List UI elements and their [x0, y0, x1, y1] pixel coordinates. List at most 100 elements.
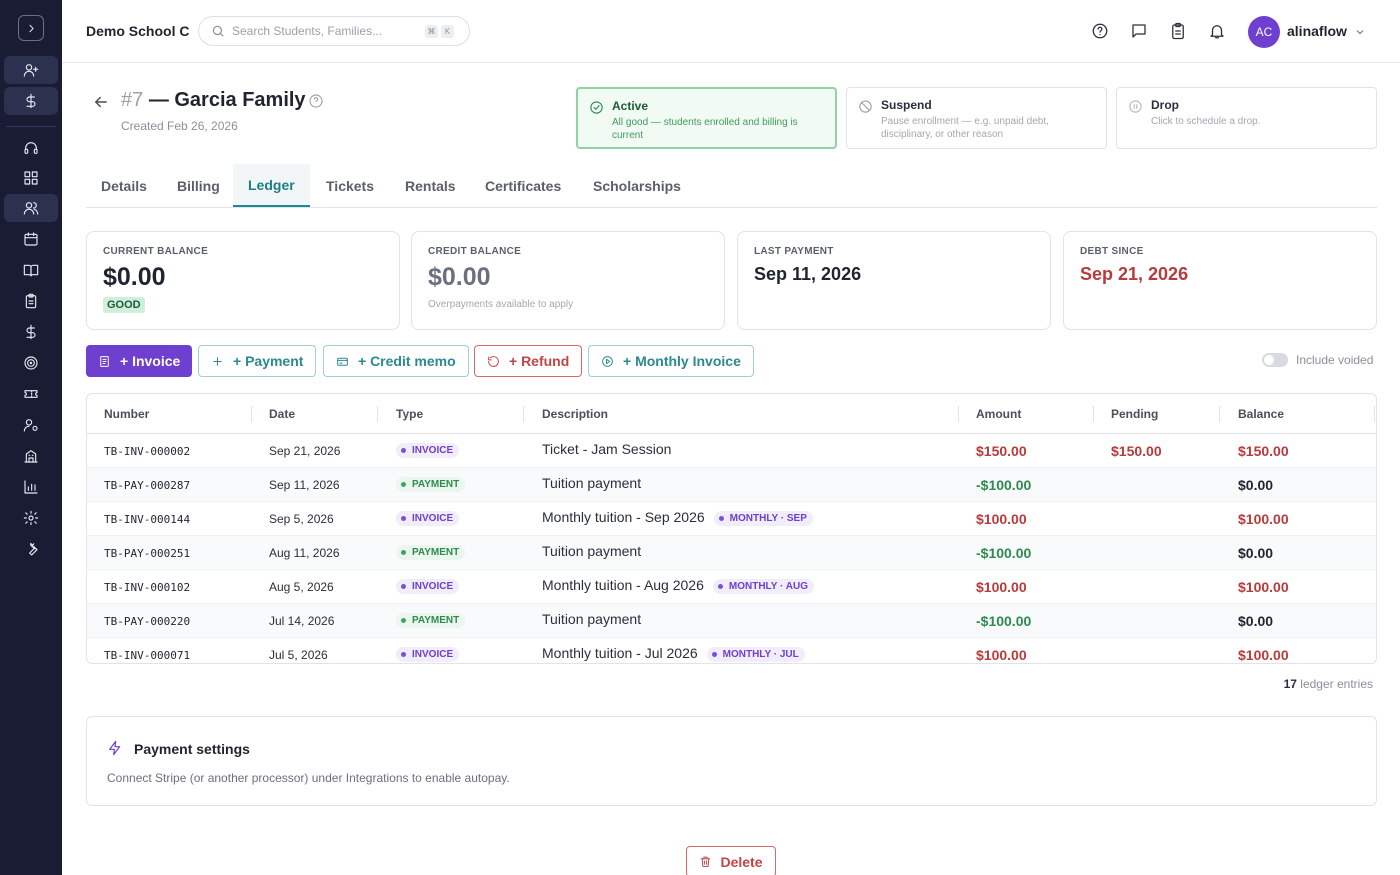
toggle-switch[interactable] [1262, 353, 1288, 367]
tab-billing[interactable]: Billing [177, 177, 220, 194]
status-option-active[interactable]: Active All good — students enrolled and … [576, 87, 837, 149]
status-description: Click to schedule a drop. [1151, 116, 1261, 127]
entry-number[interactable]: TB-INV-000071 [104, 649, 191, 662]
rail-goals[interactable] [4, 349, 58, 377]
search-box[interactable]: ⌘ K [198, 16, 470, 46]
building-icon [24, 450, 38, 463]
column-header-balance[interactable]: Balance [1238, 407, 1285, 421]
shortcut-key: K [441, 24, 454, 38]
rail-tickets[interactable] [4, 380, 58, 408]
entry-number[interactable]: TB-PAY-000220 [104, 615, 191, 628]
toggle-label: Include voided [1296, 353, 1374, 367]
title-help-button[interactable] [308, 93, 324, 109]
column-header-pending[interactable]: Pending [1111, 407, 1159, 421]
entry-description: Monthly tuition - Aug 2026 MONTHLY · AUG [542, 577, 814, 594]
wrench-icon [29, 542, 38, 556]
lightning-icon [107, 740, 123, 756]
tab-scholarships[interactable]: Scholarships [593, 177, 681, 194]
include-voided-toggle[interactable]: Include voided [1262, 353, 1373, 367]
rail-staff[interactable] [4, 411, 58, 439]
user-name[interactable]: alinaflow [1287, 23, 1347, 39]
rail-families[interactable] [4, 194, 58, 222]
status-option-suspend[interactable]: Suspend Pause enrollment — e.g. unpaid d… [846, 87, 1107, 149]
page-title: #7 — Garcia Family [121, 89, 306, 112]
type-badge: INVOICE [396, 647, 460, 662]
bell-icon [1210, 25, 1224, 39]
messages-button[interactable] [1129, 21, 1149, 41]
rail-dashboard[interactable] [4, 164, 58, 192]
entry-number[interactable]: TB-PAY-000251 [104, 547, 191, 560]
column-header-number[interactable]: Number [104, 407, 150, 421]
tab-details[interactable]: Details [101, 177, 147, 194]
headset-icon [24, 142, 38, 154]
add-invoice-button[interactable]: + Invoice [86, 345, 193, 377]
tab-certificates[interactable]: Certificates [485, 177, 562, 194]
table-row[interactable]: TB-PAY-000251 Aug 11, 2026 PAYMENT Tuiti… [87, 536, 1376, 570]
column-header-type[interactable]: Type [396, 407, 424, 421]
rail-support[interactable] [4, 134, 58, 162]
rail-school[interactable] [4, 442, 58, 470]
entry-number[interactable]: TB-INV-000102 [104, 581, 191, 594]
entry-pending: $150.00 [1111, 443, 1162, 459]
rail-payments[interactable] [4, 318, 58, 346]
table-row[interactable]: TB-PAY-000220 Jul 14, 2026 PAYMENT Tuiti… [87, 604, 1376, 638]
notifications-button[interactable] [1207, 21, 1227, 41]
dollar-icon [26, 93, 36, 109]
type-label: INVOICE [412, 445, 454, 456]
table-row[interactable]: TB-INV-000002 Sep 21, 2026 INVOICE Ticke… [87, 434, 1376, 468]
type-badge: PAYMENT [396, 477, 466, 492]
column-divider [1219, 406, 1220, 422]
column-divider [251, 406, 252, 422]
entry-number[interactable]: TB-INV-000002 [104, 445, 191, 458]
rail-billing[interactable] [4, 87, 58, 115]
add-monthly-invoice-button[interactable]: + Monthly Invoice [588, 345, 754, 377]
rail-tools[interactable] [4, 535, 58, 563]
type-label: PAYMENT [412, 547, 460, 558]
tasks-button[interactable] [1168, 21, 1188, 41]
add-refund-button[interactable]: + Refund [474, 345, 583, 377]
back-button[interactable] [92, 93, 110, 111]
type-label: INVOICE [412, 581, 454, 592]
tab-rentals[interactable]: Rentals [405, 177, 456, 194]
entry-number[interactable]: TB-PAY-000287 [104, 479, 191, 492]
tab-ledger[interactable]: Ledger [233, 164, 310, 207]
column-header-date[interactable]: Date [269, 407, 296, 421]
rail-divider [6, 126, 56, 127]
tag-label: MONTHLY · SEP [729, 513, 807, 524]
add-payment-button[interactable]: + Payment [198, 345, 317, 377]
description-text: Tuition payment [542, 475, 642, 491]
tag-label: MONTHLY · JUL [722, 649, 799, 660]
column-header-amount[interactable]: Amount [976, 407, 1022, 421]
entry-number[interactable]: TB-INV-000144 [104, 513, 191, 526]
rail-courses[interactable] [4, 256, 58, 284]
avatar[interactable]: AC [1248, 16, 1280, 48]
rail-reports[interactable] [4, 287, 58, 315]
clipboard-icon [25, 293, 37, 309]
table-row[interactable]: TB-INV-000144 Sep 5, 2026 INVOICE Monthl… [87, 502, 1376, 536]
rail-settings[interactable] [4, 504, 58, 532]
add-credit-memo-button[interactable]: + Credit memo [323, 345, 469, 377]
type-label: PAYMENT [412, 615, 460, 626]
table-row[interactable]: TB-INV-000071 Jul 5, 2026 INVOICE Monthl… [87, 638, 1376, 663]
delete-family-button[interactable]: Delete [686, 846, 776, 875]
column-header-description[interactable]: Description [542, 407, 609, 421]
help-button[interactable] [1090, 21, 1110, 41]
school-name[interactable]: Demo School C [86, 23, 190, 39]
tab-tickets[interactable]: Tickets [326, 177, 374, 194]
status-option-drop[interactable]: Drop Click to schedule a drop. [1116, 87, 1377, 149]
rail-add-user[interactable] [4, 56, 58, 84]
entry-amount: $100.00 [976, 579, 1027, 595]
table-row[interactable]: TB-INV-000102 Aug 5, 2026 INVOICE Monthl… [87, 570, 1376, 604]
badge-dot [401, 584, 406, 589]
rail-calendar[interactable] [4, 225, 58, 253]
refund-icon [488, 355, 499, 367]
button-label: + Payment [233, 353, 304, 369]
type-badge: INVOICE [396, 443, 460, 458]
table-row[interactable]: TB-PAY-000287 Sep 11, 2026 PAYMENT Tuiti… [87, 468, 1376, 502]
search-input[interactable] [232, 24, 422, 38]
ban-icon [858, 99, 873, 114]
user-menu-chevron[interactable] [1354, 25, 1366, 37]
expand-sidebar-button[interactable] [18, 15, 44, 41]
rail-analytics[interactable] [4, 473, 58, 501]
entry-count-label: ledger entries [1300, 677, 1373, 691]
